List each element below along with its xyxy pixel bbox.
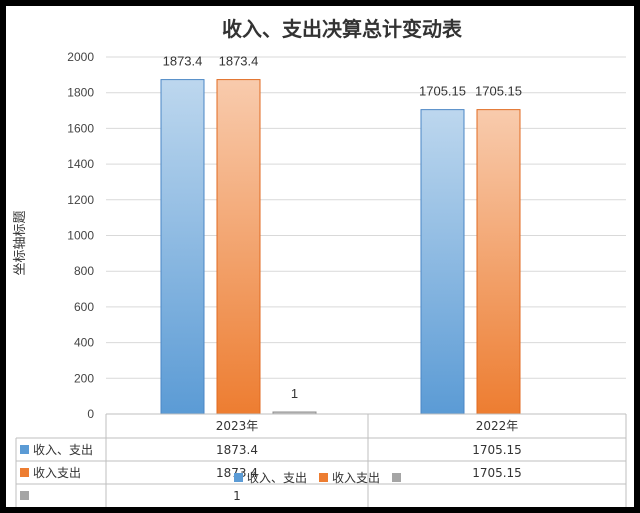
table-series-name: 收入支出 [33, 466, 81, 480]
data-table: 2023年2022年收入、支出1873.41705.15收入支出1873.417… [15, 413, 627, 507]
y-axis-label: 坐标轴标题 [13, 210, 28, 275]
y-tick-label: 1400 [67, 157, 94, 171]
y-tick-label: 200 [74, 371, 94, 385]
table-series-swatch [20, 491, 29, 500]
bars [160, 79, 521, 415]
chart: 收入、支出决算总计变动表 坐标轴标题 020040060080010001200… [13, 17, 627, 507]
y-tick-label: 600 [74, 300, 94, 314]
bar [216, 79, 261, 415]
y-tick-label: 1200 [67, 193, 94, 207]
legend-entry: 收入、支出 [247, 471, 307, 485]
y-tick-label: 800 [74, 264, 94, 278]
legend-swatch [319, 473, 328, 482]
data-labels: 1873.4 1873.4 1 1705.15 1705.15 [163, 54, 522, 401]
x-category-label: 2023年 [216, 419, 259, 433]
y-tick-label: 1600 [67, 121, 94, 135]
table-cell: 1705.15 [472, 466, 522, 480]
table-cell: 1705.15 [472, 443, 522, 457]
bar-value-label: 1705.15 [419, 84, 466, 99]
chart-frame: 收入、支出决算总计变动表 坐标轴标题 0 200 400 600 800 1000 1200… [6, 6, 634, 507]
bar [160, 79, 205, 415]
bar-value-label: 1705.15 [475, 84, 522, 99]
table-series-swatch [20, 445, 29, 454]
bar-value-label: 1 [291, 386, 298, 401]
y-tick-label: 2000 [67, 50, 94, 64]
y-axis-ticks: 0 200 400 600 800 1000 1200 1400 1600 1800 2000 [67, 50, 94, 421]
bar-value-label: 1873.4 [219, 54, 259, 69]
legend: 收入、支出 收入支出 [234, 471, 401, 485]
legend-swatch [234, 473, 243, 482]
table-series-swatch [20, 468, 29, 477]
legend-entry: 收入支出 [332, 471, 380, 485]
bar-value-label: 1873.4 [163, 54, 203, 69]
y-tick-label: 400 [74, 336, 94, 350]
table-cell: 1 [233, 489, 241, 503]
bar [476, 109, 521, 415]
x-category-label: 2022年 [476, 419, 519, 433]
table-series-name: 收入、支出 [33, 443, 93, 457]
bar [420, 109, 465, 415]
y-tick-label: 1800 [67, 86, 94, 100]
legend-swatch [392, 473, 401, 482]
y-tick-label: 1000 [67, 229, 94, 243]
chart-title: 收入、支出决算总计变动表 [222, 17, 463, 41]
table-cell: 1873.4 [216, 443, 258, 457]
y-tick-label: 0 [87, 407, 94, 421]
